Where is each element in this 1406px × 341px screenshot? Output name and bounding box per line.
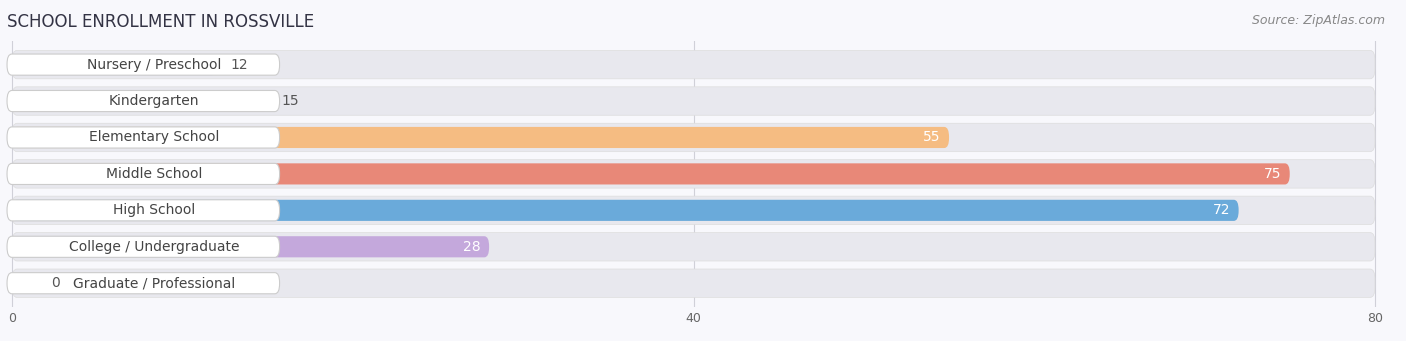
FancyBboxPatch shape bbox=[13, 123, 1375, 152]
Text: High School: High School bbox=[112, 203, 195, 217]
Text: 15: 15 bbox=[281, 94, 299, 108]
FancyBboxPatch shape bbox=[13, 87, 1375, 115]
Text: 0: 0 bbox=[52, 276, 60, 290]
FancyBboxPatch shape bbox=[13, 200, 1239, 221]
FancyBboxPatch shape bbox=[7, 90, 280, 112]
FancyBboxPatch shape bbox=[13, 196, 1375, 225]
FancyBboxPatch shape bbox=[7, 127, 280, 148]
Text: College / Undergraduate: College / Undergraduate bbox=[69, 240, 239, 254]
FancyBboxPatch shape bbox=[13, 160, 1375, 188]
Text: 75: 75 bbox=[1264, 167, 1281, 181]
FancyBboxPatch shape bbox=[13, 163, 1289, 184]
FancyBboxPatch shape bbox=[13, 236, 489, 257]
FancyBboxPatch shape bbox=[13, 90, 267, 112]
Text: Source: ZipAtlas.com: Source: ZipAtlas.com bbox=[1251, 14, 1385, 27]
Text: 28: 28 bbox=[463, 240, 481, 254]
FancyBboxPatch shape bbox=[13, 54, 217, 75]
FancyBboxPatch shape bbox=[7, 273, 280, 294]
Text: Kindergarten: Kindergarten bbox=[108, 94, 200, 108]
Text: 72: 72 bbox=[1212, 203, 1230, 217]
FancyBboxPatch shape bbox=[7, 236, 280, 257]
Text: SCHOOL ENROLLMENT IN ROSSVILLE: SCHOOL ENROLLMENT IN ROSSVILLE bbox=[7, 13, 314, 31]
FancyBboxPatch shape bbox=[7, 163, 280, 184]
Text: 12: 12 bbox=[231, 58, 247, 72]
FancyBboxPatch shape bbox=[13, 269, 1375, 297]
Text: Nursery / Preschool: Nursery / Preschool bbox=[87, 58, 221, 72]
Text: 55: 55 bbox=[922, 131, 941, 145]
FancyBboxPatch shape bbox=[13, 127, 949, 148]
FancyBboxPatch shape bbox=[7, 54, 280, 75]
FancyBboxPatch shape bbox=[13, 233, 1375, 261]
FancyBboxPatch shape bbox=[13, 50, 1375, 79]
Text: Graduate / Professional: Graduate / Professional bbox=[73, 276, 235, 290]
FancyBboxPatch shape bbox=[7, 200, 280, 221]
Text: Elementary School: Elementary School bbox=[89, 131, 219, 145]
Text: Middle School: Middle School bbox=[105, 167, 202, 181]
